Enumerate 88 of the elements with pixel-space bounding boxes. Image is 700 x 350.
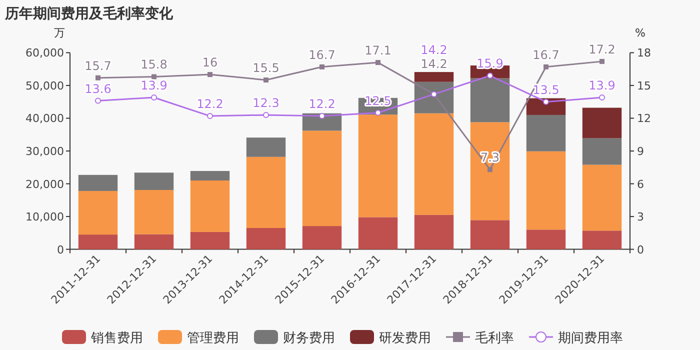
bar: [414, 72, 454, 82]
bar: [190, 170, 230, 180]
point: [599, 94, 605, 100]
point: [96, 75, 100, 80]
point: [263, 112, 269, 118]
y2-tick-label: 12: [637, 112, 651, 126]
point: [319, 113, 325, 120]
bar: [582, 230, 622, 250]
data-label: 16: [202, 56, 218, 70]
y2-tick-label: 18: [637, 46, 651, 60]
legend-label: 研发费用: [379, 331, 431, 346]
point: [376, 60, 380, 66]
bar: [302, 130, 342, 226]
bar: [414, 113, 454, 215]
y-axis-title: 万: [54, 26, 65, 40]
point: [95, 98, 101, 104]
data-label: 13.6: [84, 82, 112, 96]
point: [264, 78, 268, 83]
legend-label: 毛利率: [475, 330, 514, 346]
bar: [526, 230, 566, 250]
y-tick-label: 10,000: [26, 210, 64, 224]
bar: [78, 190, 118, 235]
legend-label: 财务费用: [283, 331, 335, 346]
point: [208, 72, 212, 78]
data-label: 15.8: [140, 58, 168, 72]
bar: [414, 214, 454, 250]
y2-tick-label: 0: [637, 243, 644, 256]
data-label: 12.5: [364, 94, 392, 108]
y-tick-label: 20,000: [26, 178, 64, 191]
bar: [246, 228, 286, 250]
bar: [358, 114, 398, 218]
point: [375, 110, 381, 116]
point: [544, 64, 548, 70]
legend-label: 销售费用: [90, 331, 143, 346]
bar: [134, 172, 174, 190]
bar: [134, 234, 174, 250]
bar: [134, 190, 174, 234]
data-label: 13.5: [532, 82, 560, 97]
bar: [358, 217, 398, 250]
data-label: 12.2: [196, 97, 224, 112]
legend-label: 期间费用率: [558, 330, 623, 346]
bar: [78, 174, 118, 191]
bar: [302, 226, 342, 250]
point: [207, 113, 213, 120]
y2-tick-label: 3: [637, 210, 644, 224]
bar: [582, 164, 622, 231]
y-tick-label: 40,000: [26, 112, 64, 126]
data-label: 16.7: [308, 48, 336, 62]
data-label: 17.2: [588, 42, 616, 56]
point: [543, 98, 549, 105]
bar: [78, 234, 118, 250]
data-label: 13.9: [588, 78, 616, 92]
data-label: 14.2: [420, 57, 448, 72]
bar: [190, 232, 230, 250]
bar: [582, 108, 622, 138]
bar: [470, 122, 510, 220]
y2-tick-label: 15: [637, 79, 651, 92]
y-tick-label: 0: [57, 243, 64, 256]
bar: [526, 151, 566, 230]
data-label: 15.5: [252, 61, 280, 76]
y-tick-label: 60,000: [26, 46, 64, 60]
y2-tick-label: 9: [637, 145, 644, 158]
data-label: 15.7: [84, 58, 112, 73]
bar: [246, 156, 286, 228]
data-label: 12.2: [308, 97, 336, 112]
bar: [246, 138, 286, 157]
point: [487, 72, 493, 79]
point: [152, 74, 156, 80]
data-label: 14.2: [420, 43, 448, 58]
point: [151, 94, 157, 100]
point: [320, 64, 324, 70]
legend-label: 管理费用: [187, 331, 239, 346]
chart-title: 历年期间费用及毛利率变化: [4, 5, 174, 22]
bar: [526, 114, 566, 152]
bar: [470, 78, 510, 122]
point: [488, 167, 492, 172]
bar: [190, 180, 230, 232]
y2-tick-label: 6: [637, 178, 644, 191]
data-label: 13.9: [140, 78, 168, 92]
y2-axis-title: %: [635, 26, 646, 40]
point: [600, 58, 604, 64]
data-label: 17.1: [364, 44, 392, 58]
y-tick-label: 50,000: [26, 79, 64, 92]
data-label: 12.3: [252, 96, 280, 110]
bar: [582, 138, 622, 165]
data-label: 16.7: [532, 48, 560, 62]
y-tick-label: 30,000: [26, 145, 64, 158]
bar: [470, 220, 510, 250]
